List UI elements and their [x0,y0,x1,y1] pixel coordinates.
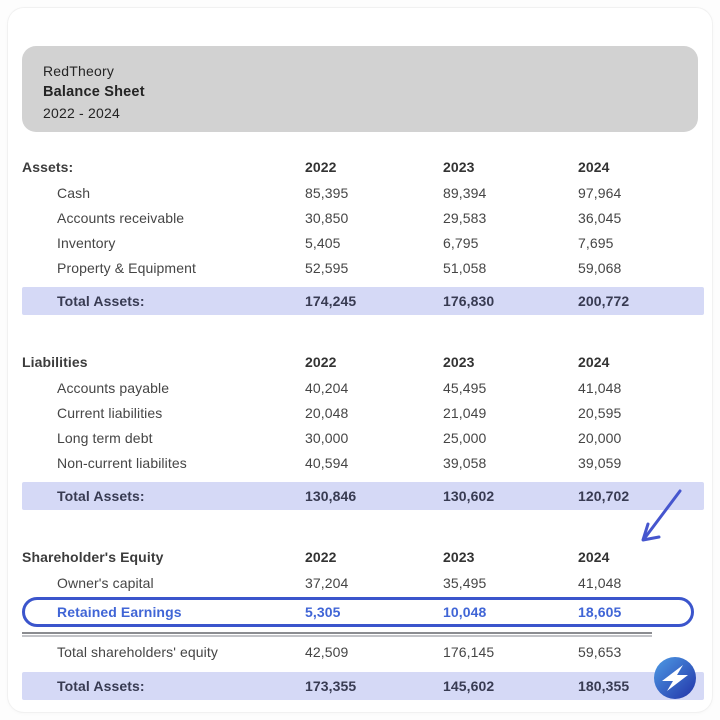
item-label: Current liabilities [57,404,163,421]
item-label: Cash [57,184,91,201]
item-value: 30,850 [305,209,349,226]
line-item-row-owners-capital: Owner's capital 37,204 35,495 41,048 [22,570,704,595]
section-spacer [22,315,704,337]
item-label: Inventory [57,234,116,251]
total-value: 120,702 [578,488,630,504]
period-range: 2022 - 2024 [43,105,120,121]
balance-sheet-table: Assets: 2022 2023 2024 Cash 85,395 89,39… [22,144,704,700]
arrow-annotation-icon [641,489,682,542]
item-value: 20,000 [578,429,622,446]
item-value: 42,509 [305,644,349,660]
total-value: 180,355 [578,678,630,694]
total-value: 145,602 [443,678,495,694]
item-value: 37,204 [305,574,349,591]
line-item-row-property-equipment: Property & Equipment 52,595 51,058 59,06… [22,255,704,280]
total-value: 130,846 [305,488,357,504]
year-header-2024: 2024 [578,159,610,175]
total-label: Total Assets: [57,488,145,504]
item-value: 40,204 [305,379,349,396]
item-value: 5,405 [305,234,341,251]
item-value: 39,059 [578,454,622,471]
item-value: 85,395 [305,184,349,201]
section-label-assets: Assets: [22,159,74,175]
item-value: 25,000 [443,429,487,446]
item-label: Accounts payable [57,379,170,396]
item-value: 6,795 [443,234,479,251]
line-item-row-accounts-payable: Accounts payable 40,204 45,495 41,048 [22,375,704,400]
total-shareholders-equity-row: Total shareholders' equity 42,509 176,14… [22,639,704,665]
year-header-2022: 2022 [305,549,337,565]
liabilities-total-row: Total Assets: 130,846 130,602 120,702 [22,482,704,510]
item-value: 39,058 [443,454,487,471]
line-item-row-accounts-receivable: Accounts receivable 30,850 29,583 36,045 [22,205,704,230]
year-header-2024: 2024 [578,549,610,565]
item-value: 59,068 [578,259,622,276]
equity-section-header: Shareholder's Equity 2022 2023 2024 [22,544,704,570]
total-label: Total Assets: [57,678,145,694]
item-label: Retained Earnings [57,604,182,620]
item-value: 59,653 [578,644,622,660]
item-value: 21,049 [443,404,487,421]
line-item-row-cash: Cash 85,395 89,394 97,964 [22,180,704,205]
equity-total-row: Total Assets: 173,355 145,602 180,355 [22,672,704,700]
total-label: Total Assets: [57,293,145,309]
item-value: 20,048 [305,404,349,421]
item-value: 45,495 [443,379,487,396]
balance-sheet-card: RedTheory Balance Sheet 2022 - 2024 Asse… [8,8,712,712]
document-title: Balance Sheet [43,84,145,100]
item-label: Owner's capital [57,574,154,591]
item-label: Long term debt [57,429,153,446]
item-value: 20,595 [578,404,622,421]
total-value: 174,245 [305,293,357,309]
company-name: RedTheory [43,63,115,79]
item-label: Property & Equipment [57,259,196,276]
total-value: 200,772 [578,293,630,309]
item-label: Accounts receivable [57,209,185,226]
item-value: 52,595 [305,259,349,276]
section-label-liabilities: Liabilities [22,354,88,370]
line-item-row-non-current-liabilities: Non-current liabilites 40,594 39,058 39,… [22,450,704,475]
section-label-equity: Shareholder's Equity [22,549,164,565]
item-label: Non-current liabilites [57,454,187,471]
document-header: RedTheory Balance Sheet 2022 - 2024 [22,46,698,132]
item-value: 40,594 [305,454,349,471]
liabilities-section-header: Liabilities 2022 2023 2024 [22,349,704,375]
line-item-row-current-liabilities: Current liabilities 20,048 21,049 20,595 [22,400,704,425]
assets-section-header: Assets: 2022 2023 2024 [22,154,704,180]
section-spacer [22,510,704,532]
item-value: 5,305 [305,604,341,620]
item-value: 30,000 [305,429,349,446]
year-header-2022: 2022 [305,159,337,175]
year-header-2023: 2023 [443,549,475,565]
item-value: 18,605 [578,604,622,620]
item-label: Total shareholders' equity [57,644,218,660]
line-item-row-inventory: Inventory 5,405 6,795 7,695 [22,230,704,255]
total-value: 173,355 [305,678,357,694]
year-header-2024: 2024 [578,354,610,370]
retained-earnings-highlight-row: Retained Earnings 5,305 10,048 18,605 [22,597,694,627]
line-item-row-long-term-debt: Long term debt 30,000 25,000 20,000 [22,425,704,450]
lightning-bolt-logo-icon [654,657,696,699]
item-value: 51,058 [443,259,487,276]
year-header-2023: 2023 [443,159,475,175]
item-value: 35,495 [443,574,487,591]
assets-total-row: Total Assets: 174,245 176,830 200,772 [22,287,704,315]
item-value: 36,045 [578,209,622,226]
item-value: 89,394 [443,184,487,201]
item-value: 97,964 [578,184,622,201]
year-header-2023: 2023 [443,354,475,370]
item-value: 41,048 [578,379,622,396]
item-value: 7,695 [578,234,614,251]
item-value: 176,145 [443,644,495,660]
item-value: 10,048 [443,604,487,620]
total-value: 176,830 [443,293,495,309]
item-value: 41,048 [578,574,622,591]
item-value: 29,583 [443,209,487,226]
total-value: 130,602 [443,488,495,504]
year-header-2022: 2022 [305,354,337,370]
double-rule [22,632,652,637]
